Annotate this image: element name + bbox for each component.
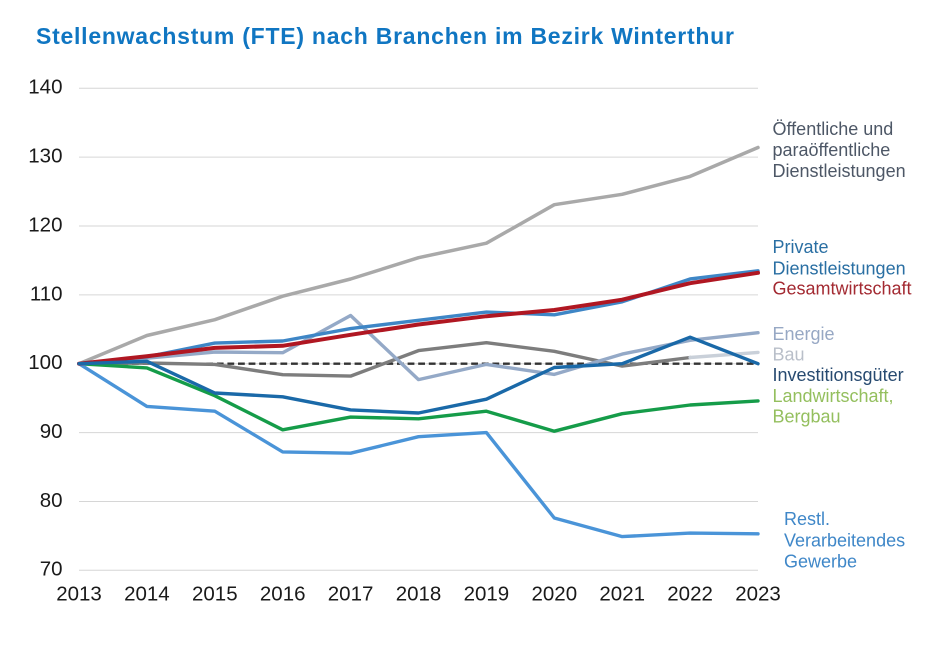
svg-text:2021: 2021 (599, 583, 645, 606)
svg-text:2016: 2016 (260, 583, 306, 606)
svg-text:2022: 2022 (667, 583, 713, 606)
svg-text:Gesamtwirtschaft: Gesamtwirtschaft (773, 279, 912, 299)
svg-text:110: 110 (30, 282, 63, 305)
svg-text:2013: 2013 (56, 583, 102, 606)
svg-text:140: 140 (28, 76, 62, 99)
svg-text:130: 130 (28, 145, 62, 168)
svg-text:2019: 2019 (464, 583, 510, 606)
svg-text:2020: 2020 (531, 583, 577, 606)
svg-text:100: 100 (28, 351, 62, 374)
svg-text:Restl.: Restl. (784, 509, 830, 529)
svg-text:Energie: Energie (773, 324, 835, 344)
svg-text:Private: Private (773, 237, 829, 257)
svg-text:Bergbau: Bergbau (773, 407, 841, 427)
svg-text:2023: 2023 (735, 583, 781, 606)
svg-text:Investitionsgüter: Investitionsgüter (773, 365, 904, 385)
svg-text:2018: 2018 (396, 583, 442, 606)
svg-text:Öffentliche und: Öffentliche und (773, 119, 894, 139)
svg-text:Gewerbe: Gewerbe (784, 552, 857, 572)
svg-text:90: 90 (40, 420, 63, 443)
svg-text:paraöffentliche: paraöffentliche (773, 140, 891, 160)
svg-text:Dienstleistungen: Dienstleistungen (773, 259, 906, 279)
svg-text:Stellenwachstum (FTE) nach Bra: Stellenwachstum (FTE) nach Branchen im B… (36, 23, 735, 49)
svg-text:2017: 2017 (328, 583, 374, 606)
svg-text:120: 120 (28, 213, 62, 236)
svg-text:Landwirtschaft,: Landwirtschaft, (773, 386, 894, 406)
svg-text:Verarbeitendes: Verarbeitendes (784, 531, 905, 551)
svg-text:70: 70 (40, 558, 63, 581)
svg-text:Dienstleistungen: Dienstleistungen (773, 161, 906, 181)
svg-text:80: 80 (40, 489, 63, 512)
svg-text:2015: 2015 (192, 583, 238, 606)
svg-text:2014: 2014 (124, 583, 170, 606)
svg-text:Bau: Bau (773, 345, 805, 365)
